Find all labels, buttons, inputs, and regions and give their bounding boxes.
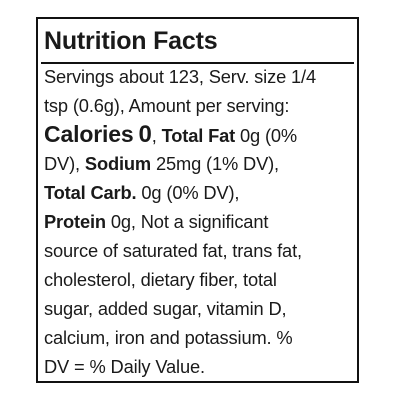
footnote-line-3: sugar, added sugar, vitamin D,	[44, 298, 287, 319]
footnote-line-1: source of saturated fat, trans fat,	[44, 240, 302, 261]
total-fat-label: Total Fat	[161, 125, 236, 146]
calories-label: Calories	[44, 121, 134, 147]
protein-line: Protein 0g, Not a significant	[44, 207, 356, 236]
label-title: Nutrition Facts	[44, 27, 218, 55]
protein-label: Protein	[44, 211, 106, 232]
sodium-label: Sodium	[84, 153, 152, 174]
total-carb-line: Total Carb. 0g (0% DV),	[44, 178, 356, 207]
calories-value: 0	[138, 121, 152, 148]
daily-value-note: DV = % Daily Value.	[44, 356, 205, 377]
separator: ,	[151, 125, 162, 146]
nutrition-facts-label: Nutrition Facts Servings about 123, Serv…	[36, 17, 359, 383]
footnote-line-4: calcium, iron and potassium. %	[44, 327, 293, 348]
protein-value: 0g, Not a significant	[105, 211, 269, 232]
label-body: Servings about 123, Serv. size 1/4 tsp (…	[44, 62, 356, 381]
serving-size-line: tsp (0.6g), Amount per serving:	[44, 95, 290, 116]
calories-fat-line: Calories 0, Total Fat 0g (0%	[44, 120, 356, 149]
title-divider	[41, 62, 354, 64]
sodium-value: 25mg (1% DV),	[151, 153, 279, 174]
total-fat-value: 0g (0%	[235, 125, 297, 146]
sodium-line: DV), Sodium 25mg (1% DV),	[44, 149, 356, 178]
total-carb-label: Total Carb.	[44, 182, 137, 203]
dv-text: DV),	[44, 153, 85, 174]
footnote-line-2: cholesterol, dietary fiber, total	[44, 269, 277, 290]
servings-line: Servings about 123, Serv. size 1/4	[44, 66, 316, 87]
total-carb-value: 0g (0% DV),	[136, 182, 240, 203]
